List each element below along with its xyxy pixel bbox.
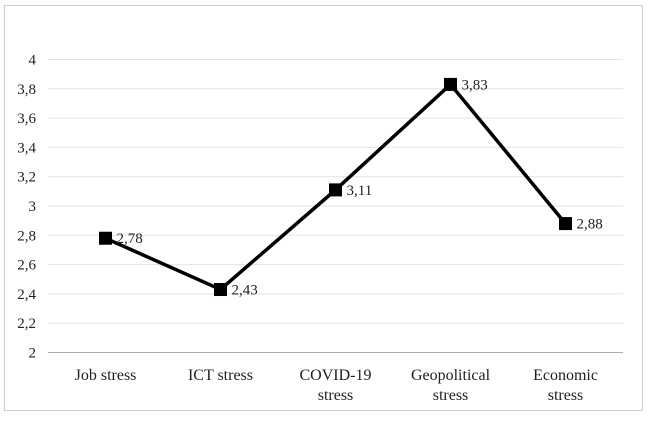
y-tick-label: 2 — [29, 346, 37, 362]
data-label: 3,11 — [347, 183, 373, 199]
x-category-label: ICT stress — [188, 367, 253, 384]
y-tick-label: 3,6 — [17, 111, 36, 127]
x-category-label: Job stress — [75, 367, 137, 384]
data-label: 3,83 — [462, 77, 488, 93]
x-category-label: stress — [318, 387, 354, 404]
data-point-marker — [99, 231, 112, 245]
y-tick-label: 3 — [29, 199, 37, 215]
y-tick-label: 2,8 — [17, 228, 36, 244]
data-point-marker — [214, 283, 227, 297]
data-point-marker — [559, 217, 572, 231]
x-category-label: stress — [433, 387, 469, 404]
data-label: 2,78 — [117, 231, 143, 247]
data-point-marker — [329, 183, 342, 197]
y-tick-label: 2,2 — [17, 316, 36, 332]
y-tick-label: 2,4 — [17, 287, 36, 303]
y-tick-label: 3,4 — [17, 140, 36, 156]
y-tick-label: 4 — [29, 53, 37, 69]
y-tick-label: 3,2 — [17, 170, 36, 186]
x-category-label: Economic — [533, 367, 598, 384]
chart-frame — [4, 5, 643, 411]
x-category-label: COVID-19 — [300, 367, 372, 384]
y-tick-label: 2,6 — [17, 258, 36, 274]
x-category-label: stress — [548, 387, 584, 404]
data-label: 2,43 — [232, 283, 258, 299]
x-category-label: Geopolitical — [411, 367, 491, 384]
data-point-marker — [444, 77, 457, 91]
data-label: 2,88 — [577, 217, 603, 233]
y-tick-label: 3,8 — [17, 82, 36, 98]
